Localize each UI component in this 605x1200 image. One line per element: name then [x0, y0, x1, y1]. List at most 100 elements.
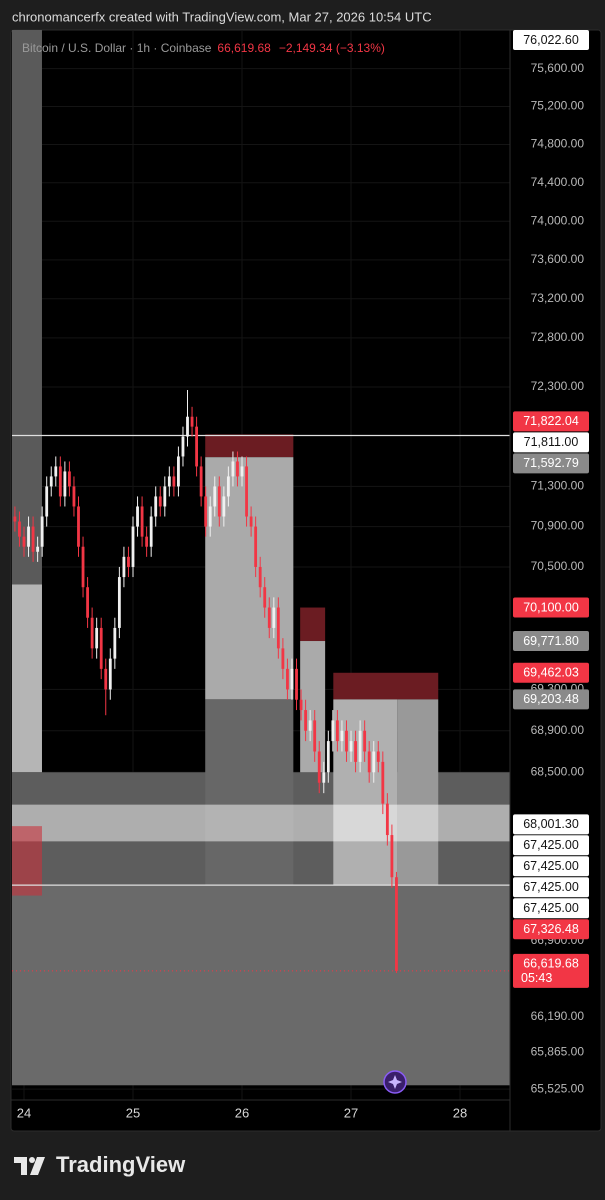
candle-body: [213, 486, 217, 507]
candle-body: [104, 668, 108, 690]
icon-sparkle: [388, 1075, 402, 1089]
price-change: −2,149.34 (−3.13%): [279, 41, 385, 55]
zone: [205, 699, 294, 886]
candle-body: [313, 720, 317, 752]
candle-body: [317, 751, 321, 783]
candle-body: [304, 710, 308, 731]
logo-dot: [29, 1157, 35, 1163]
candle-body: [240, 466, 244, 477]
zone: [12, 804, 510, 842]
candle-body: [131, 526, 135, 567]
price-tag-countdown: 05:43: [521, 971, 552, 985]
plot: [12, 30, 510, 1100]
candle-body: [58, 466, 62, 497]
y-tick-label: 73,200.00: [531, 291, 585, 305]
candle-body: [290, 668, 294, 690]
price-tag: [513, 453, 589, 474]
candle-body: [68, 471, 71, 487]
candle-body: [140, 506, 144, 537]
candle-body: [136, 506, 139, 527]
candle-body: [322, 772, 326, 783]
candle-body: [263, 587, 267, 608]
candle-body: [385, 803, 389, 836]
price-tag-label: 71,822.04: [523, 414, 579, 428]
candle-body: [127, 556, 130, 567]
y-tick-label: 75,600.00: [531, 61, 585, 75]
candle-body: [45, 486, 49, 517]
price-tag: [513, 814, 589, 835]
y-tick-label: 66,190.00: [531, 1009, 585, 1023]
candle-body: [358, 730, 362, 762]
price-tag: [513, 953, 589, 988]
price-tag-label: 67,326.48: [523, 922, 579, 936]
zone: [300, 641, 326, 773]
price-tag-label: 66,619.68: [523, 957, 579, 971]
candle-body: [249, 516, 253, 527]
candle-body: [90, 617, 94, 649]
candle-body: [113, 627, 117, 659]
candle-body: [186, 416, 189, 437]
price-tag-label: 70,100.00: [523, 600, 579, 614]
candle-body: [286, 668, 289, 690]
candle-body: [217, 486, 221, 517]
price-tag: [513, 30, 589, 50]
candle-body: [340, 730, 344, 742]
assistant-icon[interactable]: [383, 1070, 407, 1094]
x-tick-label: 24: [17, 1105, 31, 1120]
zone: [333, 699, 398, 886]
y-tick-label: 74,800.00: [531, 137, 585, 151]
candle-body: [199, 466, 203, 497]
candle-body: [158, 496, 162, 507]
y-tick-label: 65,525.00: [531, 1081, 585, 1095]
candle-body: [108, 658, 112, 690]
brand-logo: TradingView: [14, 1152, 186, 1177]
logo-mark: [14, 1157, 27, 1175]
candle-body: [149, 516, 153, 547]
x-tick-label: 25: [126, 1105, 140, 1120]
candle-body: [345, 730, 348, 752]
price-tag: [513, 631, 589, 652]
price-tag-label: 69,771.80: [523, 634, 579, 648]
y-tick-label: 72,800.00: [531, 330, 585, 344]
candle-body: [372, 751, 376, 773]
y-tick-label: 74,400.00: [531, 175, 585, 189]
zone: [12, 30, 42, 585]
candle-body: [167, 476, 171, 487]
candle-body: [281, 648, 285, 669]
candle-body: [18, 521, 21, 537]
candle-body: [163, 486, 167, 507]
candle-body: [326, 741, 330, 773]
candle-body: [13, 516, 17, 522]
candle-body: [390, 835, 394, 878]
candle-body: [36, 546, 40, 552]
candle-body: [308, 720, 312, 731]
candle-body: [299, 699, 303, 711]
candle-body: [258, 566, 262, 588]
candle-body: [72, 486, 76, 507]
candle-body: [204, 496, 208, 527]
candle-body: [95, 627, 99, 649]
attribution: chronomancerfx created with TradingView.…: [12, 9, 432, 24]
candle-body: [335, 720, 339, 742]
candle-body: [367, 751, 371, 773]
candle-body: [381, 761, 385, 804]
price-tag: [513, 835, 589, 856]
candle-body: [245, 466, 248, 517]
candle-body: [117, 577, 121, 628]
price-tag: [513, 689, 589, 710]
price-tag: [513, 662, 589, 683]
candle-body: [226, 476, 230, 497]
y-tick-label: 72,300.00: [531, 379, 585, 393]
y-tick-label: 71,300.00: [531, 479, 585, 493]
candle-body: [354, 741, 357, 762]
candle-body: [363, 730, 367, 752]
x-tick-label: 27: [344, 1105, 358, 1120]
candle-body: [27, 526, 30, 547]
price-tag-label: 76,022.60: [523, 33, 579, 47]
zone: [12, 826, 42, 896]
candle-body: [77, 506, 80, 547]
candle-body: [172, 476, 176, 487]
y-tick-label: 70,500.00: [531, 559, 585, 573]
price-tag: [513, 919, 589, 940]
candle-body: [349, 741, 353, 752]
